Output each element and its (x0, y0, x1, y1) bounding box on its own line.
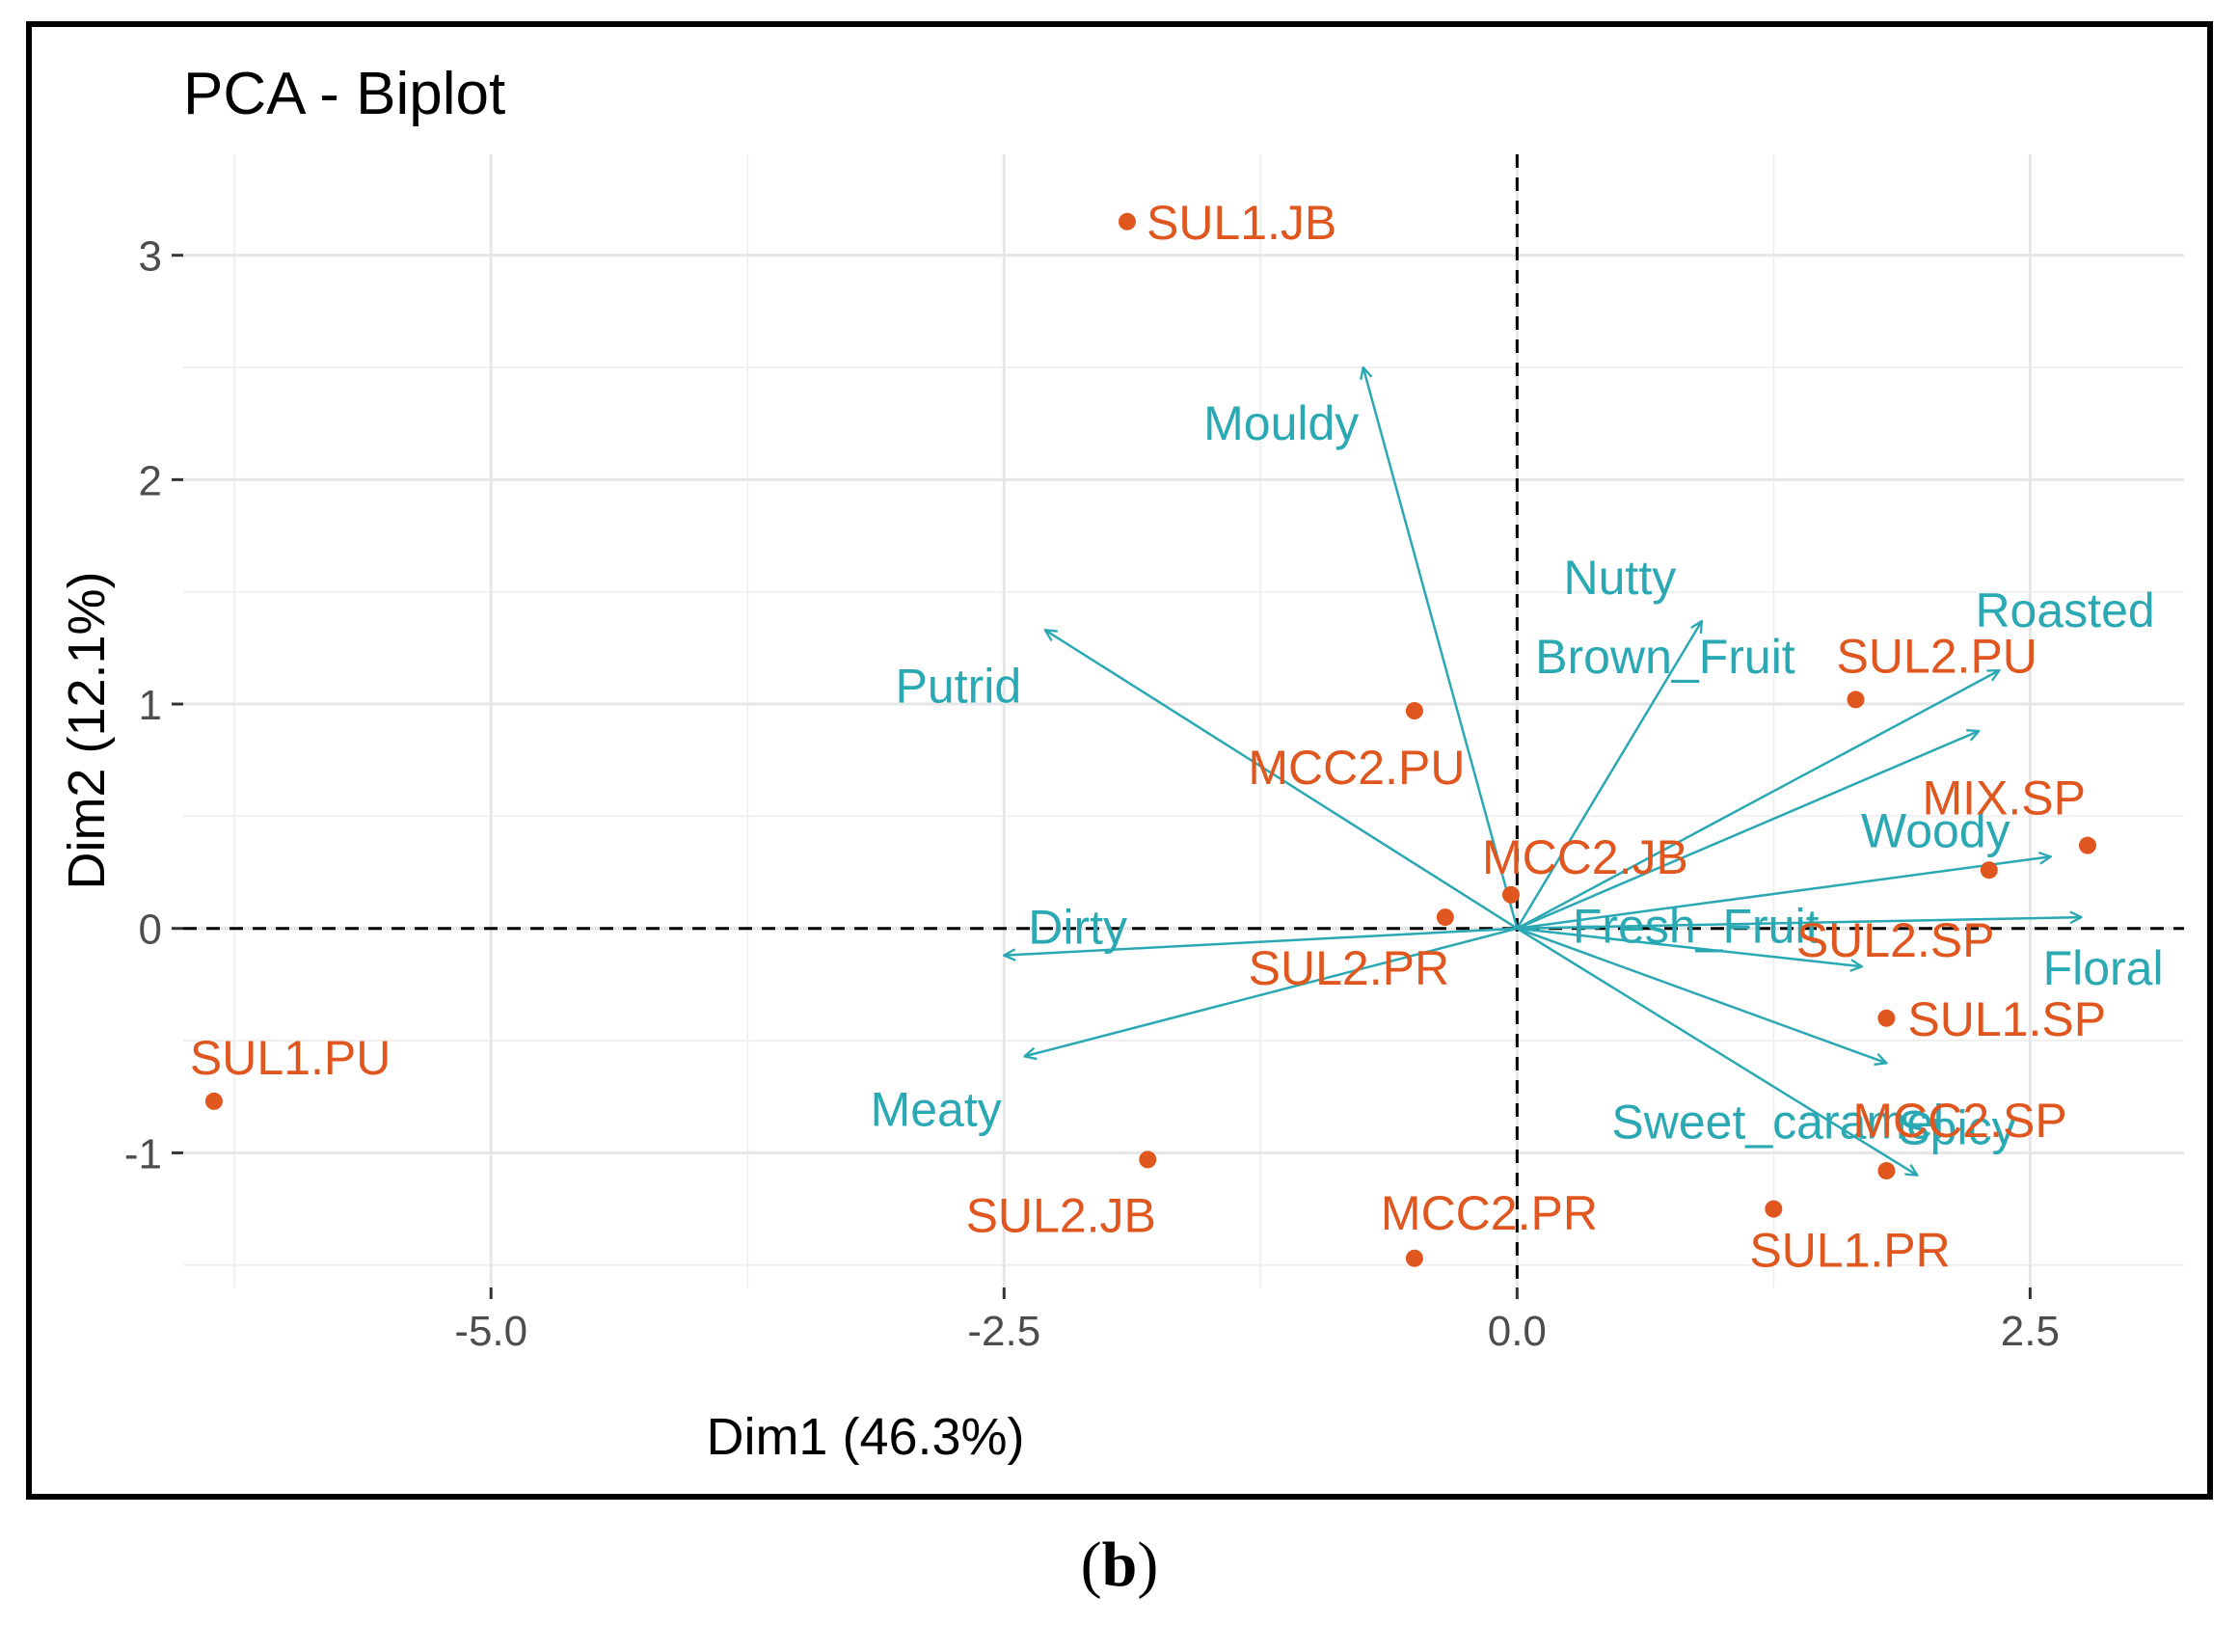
point-sul2-pu (1847, 691, 1865, 709)
x-tick-label: -2.5 (967, 1308, 1040, 1355)
variable-arrow-putrid (1045, 630, 1519, 930)
individual-label: MCC2.PU (1248, 741, 1465, 795)
variable-label: Meaty (871, 1082, 1002, 1136)
individual-label: SUL2.PR (1249, 941, 1449, 995)
point-sul1-pr (1765, 1200, 1783, 1218)
variable-arrow-brown-fruit (1516, 731, 1979, 930)
x-tick-label: -5.0 (454, 1308, 527, 1355)
variable-arrow-sweet-caramel (1516, 927, 1886, 1064)
individual-label: SUL2.SP (1796, 913, 1995, 967)
individual-label: SUL2.JB (966, 1188, 1156, 1242)
individual-label: MCC2.PR (1381, 1186, 1598, 1240)
y-tick-label: 3 (139, 233, 162, 281)
point-mcc2-pu (1405, 702, 1423, 720)
point-mcc2-pr (1405, 1249, 1423, 1267)
variable-label: Woody (1861, 803, 2010, 857)
point-sul1-jb (1118, 212, 1136, 230)
variable-label: Sweet_caramel (1611, 1095, 1944, 1149)
individual-label: SUL1.PR (1749, 1224, 1950, 1278)
variable-arrow-roasted (1516, 670, 1999, 930)
variable-arrow-nutty (1516, 621, 1702, 930)
y-tick-label: 1 (139, 682, 162, 729)
point-mix-sp (2078, 836, 2096, 854)
individual-label: MCC2.SP (1852, 1094, 2066, 1148)
x-tick-label: 0.0 (1488, 1308, 1547, 1355)
y-axis-label: Dim2 (12.1%) (58, 571, 116, 889)
x-axis-label: Dim1 (46.3%) (706, 1408, 1024, 1466)
variable-label: Spicy (1898, 1101, 2015, 1155)
variable-arrow-floral (1517, 917, 2081, 930)
individual-label: SUL2.PU (1836, 629, 2037, 683)
variable-label: Nutty (1564, 551, 1677, 605)
individual-label: SUL1.SP (1907, 992, 2106, 1046)
variable-label: Mouldy (1203, 396, 1359, 450)
caption-letter: b (1101, 1530, 1138, 1600)
variable-arrow-fresh-fruit (1517, 927, 1862, 967)
variable-label: Brown_Fruit (1535, 630, 1795, 684)
variable-label: Fresh_Fruit (1573, 899, 1820, 953)
variable-arrow-woody (1517, 856, 2050, 930)
variable-label: Floral (2043, 941, 2164, 995)
chart-title: PCA - Biplot (183, 61, 505, 127)
figure-caption: (b) (1080, 1530, 1159, 1600)
point-sul2-pr (1436, 908, 1454, 927)
variable-label: Dirty (1028, 901, 1127, 955)
individual-label: MCC2.JB (1482, 830, 1688, 884)
point-sul1-sp (1877, 1009, 1896, 1027)
point-sul1-pu (204, 1092, 223, 1110)
individual-label: SUL1.PU (190, 1031, 391, 1085)
y-tick-label: 2 (139, 457, 162, 504)
individual-label: MIX.SP (1922, 772, 2085, 826)
y-tick-label: 0 (139, 907, 162, 954)
pca-biplot-chart: -5.0 -2.5 0.0 2.5 -1 0 1 2 3 Mouldy Nutty Putrid Bro… (58, 61, 2184, 1466)
variable-label: Roasted (1975, 583, 2154, 637)
point-mcc2-jb (1501, 885, 1520, 904)
variable-label: Putrid (896, 659, 1022, 713)
point-sul2-sp (1980, 861, 1998, 880)
chart-frame (26, 21, 2213, 1500)
y-tick-label: -1 (124, 1130, 162, 1178)
point-sul2-jb (1139, 1151, 1157, 1169)
variable-arrow-meaty (1025, 927, 1518, 1057)
variable-arrow-spicy (1516, 927, 1917, 1176)
individual-label: SUL1.JB (1146, 196, 1336, 250)
variable-arrow-mouldy (1363, 367, 1519, 930)
point-mcc2-sp (1877, 1162, 1896, 1180)
variable-arrow-dirty (1004, 927, 1518, 956)
x-tick-label: 2.5 (2001, 1308, 2060, 1355)
